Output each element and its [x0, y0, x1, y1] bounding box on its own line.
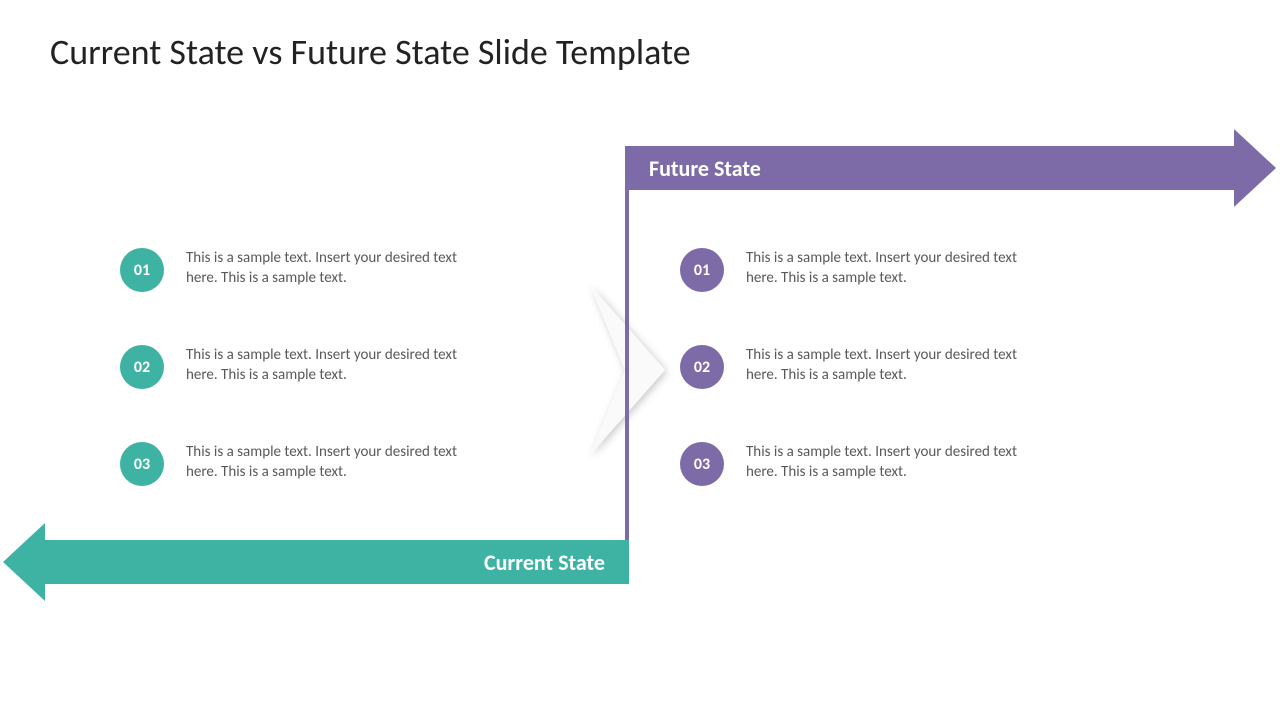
current-label: Current State: [484, 549, 605, 576]
future-arrowhead-icon: [1234, 129, 1276, 207]
current-item-badge: 01: [120, 248, 164, 292]
future-item-badge: 03: [680, 442, 724, 486]
future-item: 01 This is a sample text. Insert your des…: [680, 248, 1046, 292]
current-item-text: This is a sample text. Insert your desir…: [186, 248, 486, 289]
current-item: 02 This is a sample text. Insert your des…: [120, 345, 486, 389]
future-item-badge: 01: [680, 248, 724, 292]
future-label: Future State: [649, 155, 761, 182]
future-item: 03 This is a sample text. Insert your des…: [680, 442, 1046, 486]
current-item: 03 This is a sample text. Insert your des…: [120, 442, 486, 486]
future-item-text: This is a sample text. Insert your desir…: [746, 345, 1046, 386]
current-item-badge: 03: [120, 442, 164, 486]
current-item-badge: 02: [120, 345, 164, 389]
slide-title: Current State vs Future State Slide Temp…: [50, 30, 691, 74]
future-item: 02 This is a sample text. Insert your des…: [680, 345, 1046, 389]
current-item: 01 This is a sample text. Insert your des…: [120, 248, 486, 292]
current-arrow-bar: Current State: [45, 540, 629, 584]
current-arrowhead-icon: [3, 523, 45, 601]
future-item-text: This is a sample text. Insert your desir…: [746, 248, 1046, 289]
slide: { "page": { "title": "Current State vs F…: [0, 0, 1280, 720]
future-stem: [625, 146, 629, 584]
future-item-text: This is a sample text. Insert your desir…: [746, 442, 1046, 483]
future-arrow-bar: Future State: [625, 146, 1234, 190]
current-item-text: This is a sample text. Insert your desir…: [186, 442, 486, 483]
future-item-badge: 02: [680, 345, 724, 389]
current-item-text: This is a sample text. Insert your desir…: [186, 345, 486, 386]
